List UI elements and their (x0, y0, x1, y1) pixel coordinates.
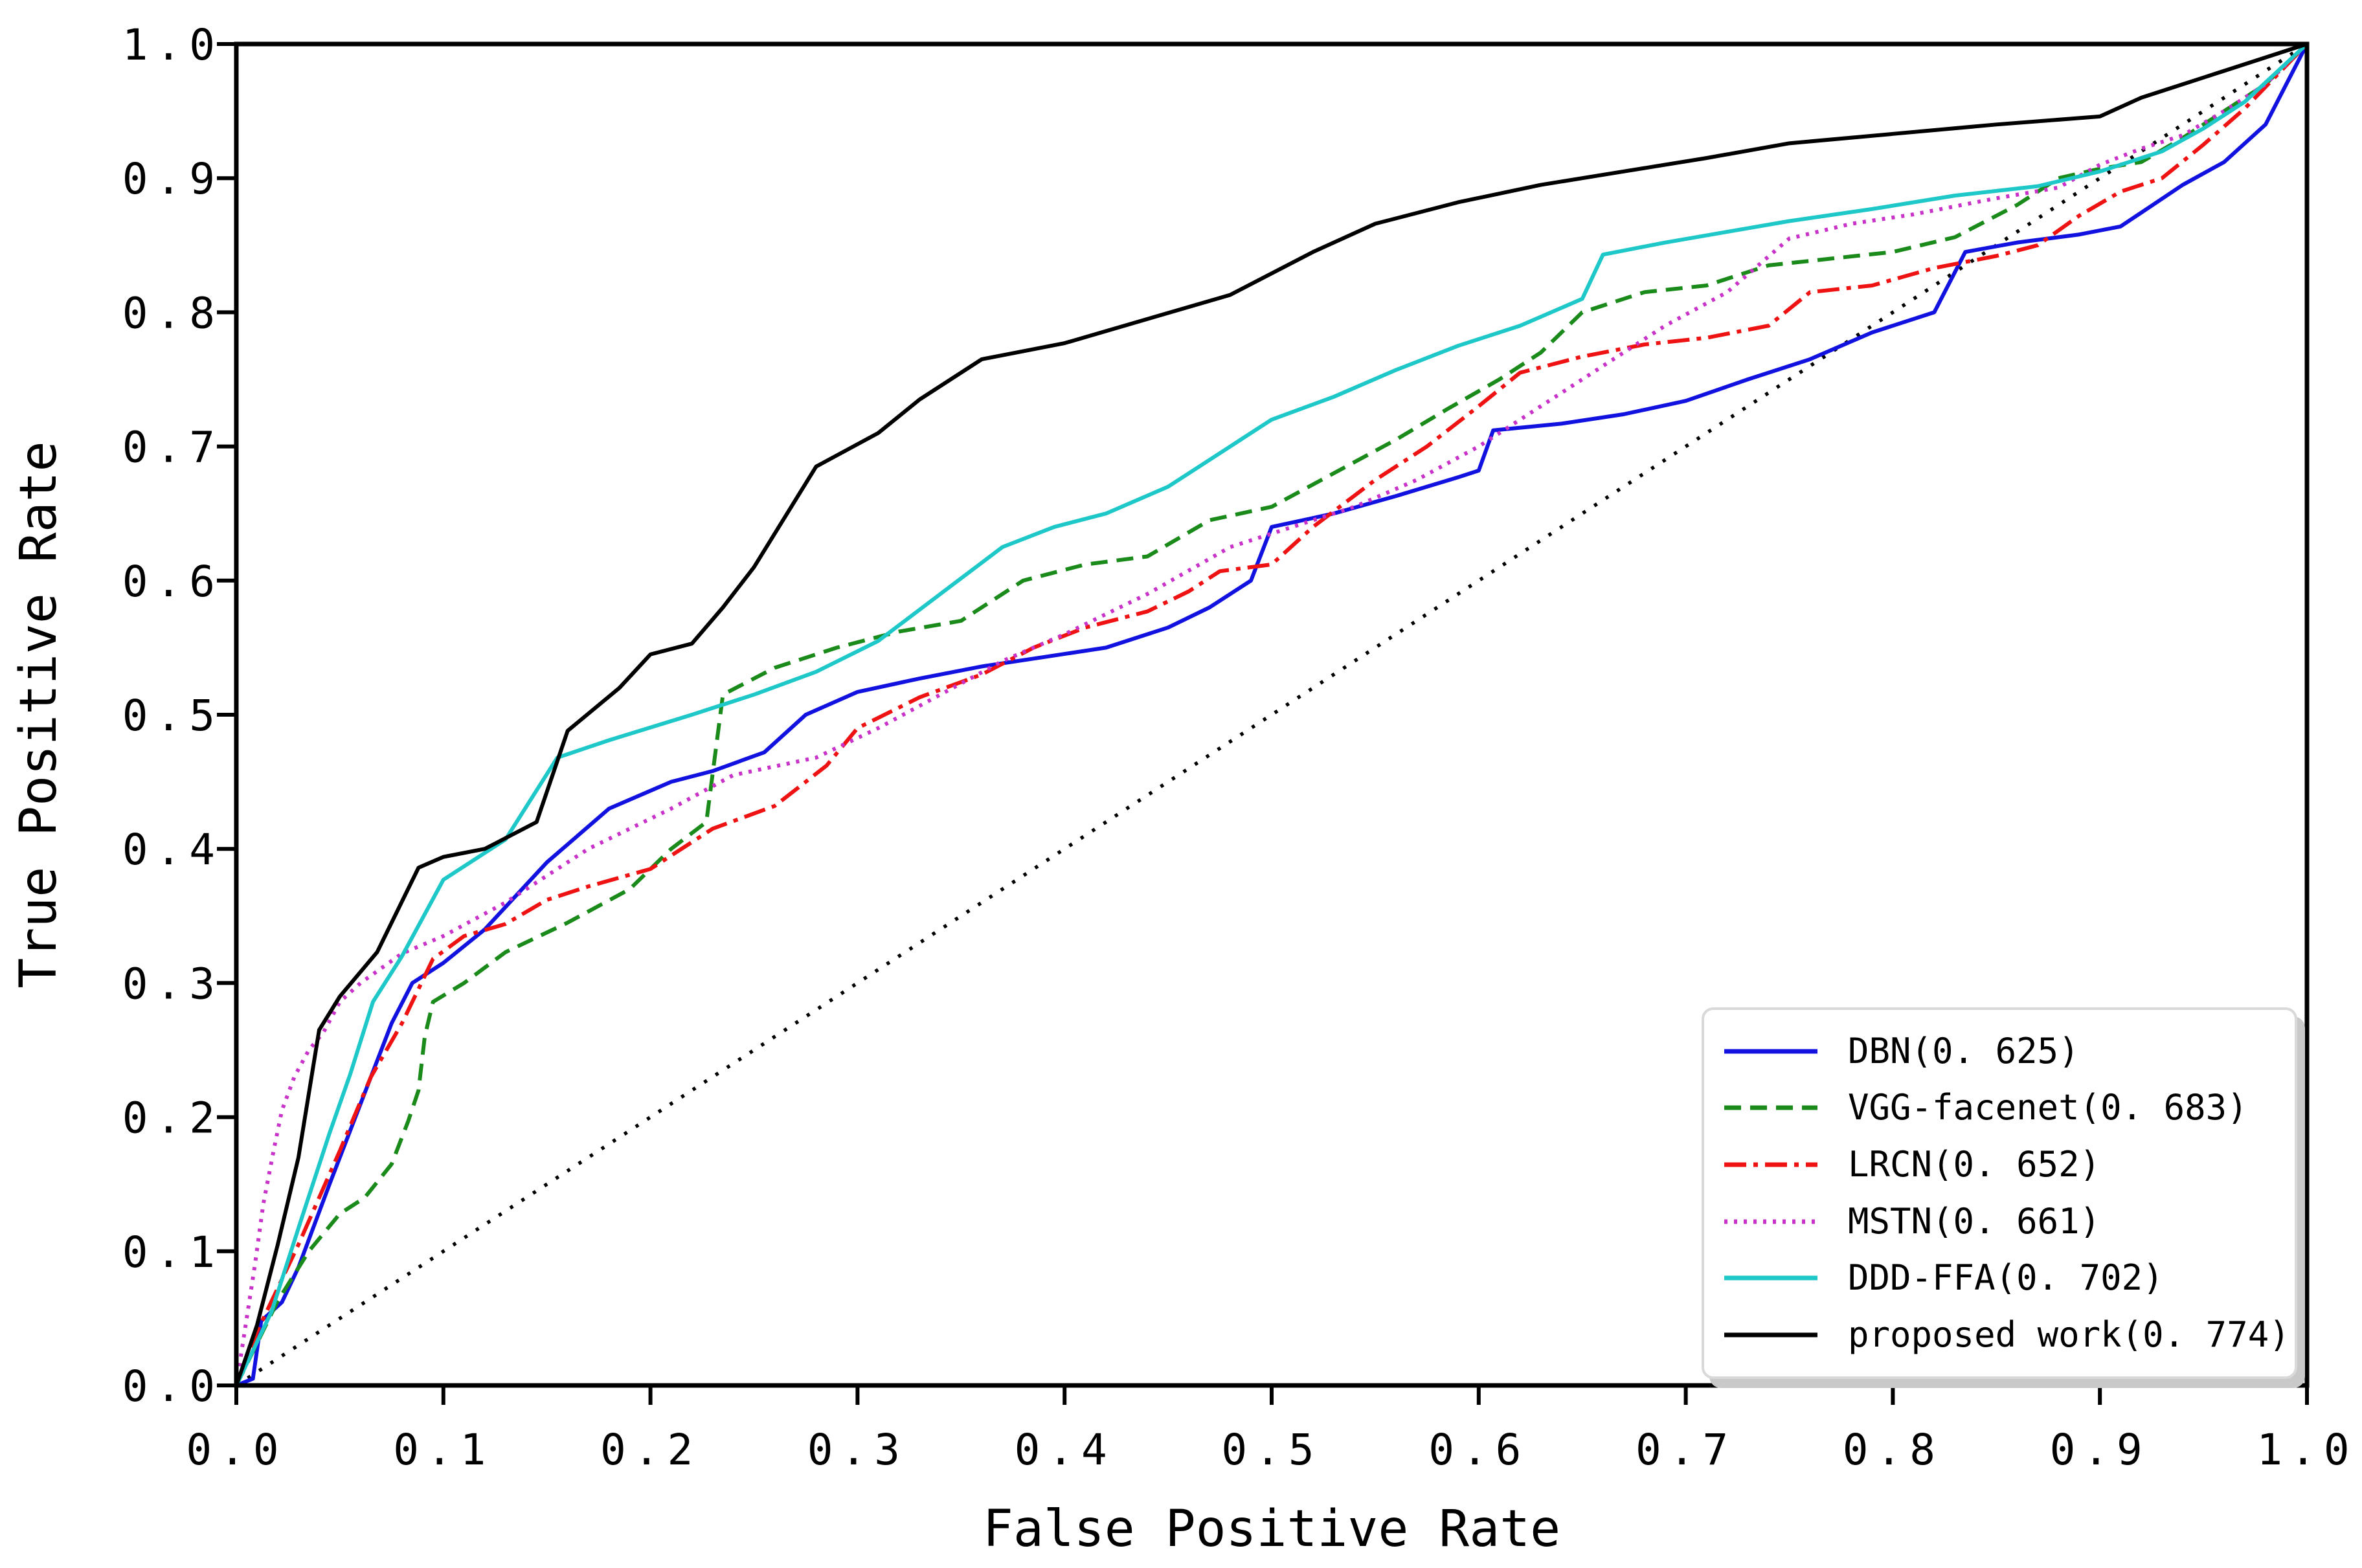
series-line-DBN (235, 43, 2309, 1387)
y-tick-label: 0.8 (122, 288, 223, 338)
y-axis-label: True Positive Rate (10, 441, 68, 988)
legend-line-swatch (1724, 1332, 1817, 1338)
chance-diagonal-line (235, 42, 2308, 1387)
legend-item-VGG-facenet: VGG-facenet(0. 683) (1722, 1090, 2288, 1125)
legend-item-label: VGG-facenet(0. 683) (1848, 1087, 2248, 1128)
legend-item-DBN: DBN(0. 625) (1722, 1030, 2288, 1071)
legend-item-label: proposed work(0. 774) (1848, 1314, 2290, 1356)
x-tick-label: 0.9 (2050, 1425, 2150, 1475)
x-tick-label: 0.8 (1843, 1425, 1943, 1475)
legend: DBN(0. 625) VGG-facenet(0. 683) LRCN(0. … (1702, 1007, 2297, 1379)
legend-item-DDD-FFA: DDD-FFA(0. 702) (1722, 1260, 2288, 1295)
x-tick-label: 0.1 (393, 1425, 493, 1475)
legend-item-MSTN: MSTN(0. 661) (1722, 1204, 2288, 1239)
legend-item-proposed-work: proposed work(0. 774) (1722, 1314, 2290, 1356)
legend-item-label: MSTN(0. 661) (1848, 1200, 2101, 1242)
x-tick-label: 0.0 (186, 1425, 286, 1475)
x-tick-label: 0.2 (600, 1425, 701, 1475)
y-tick-label: 0.0 (122, 1361, 223, 1411)
legend-line-swatch (1724, 1105, 1817, 1110)
x-tick-label: 0.4 (1015, 1425, 1115, 1475)
legend-item-label: DDD-FFA(0. 702) (1848, 1257, 2164, 1299)
legend-line-swatch (1724, 1049, 1817, 1054)
x-tick-label: 1.0 (2256, 1425, 2357, 1475)
y-tick-label: 0.1 (122, 1227, 223, 1277)
y-tick-label: 0.4 (122, 825, 223, 875)
series-line-LRCN (234, 42, 2309, 1387)
legend-line-swatch (1724, 1219, 1817, 1224)
legend-line-swatch (1724, 1275, 1817, 1281)
series-line-DDD-FFA (234, 42, 2309, 1387)
x-tick-label: 0.7 (1636, 1425, 1736, 1475)
x-tick-label: 0.6 (1428, 1425, 1529, 1475)
y-tick-label: 0.2 (122, 1093, 223, 1143)
y-tick-label: 0.9 (122, 154, 223, 204)
legend-item-label: LRCN(0. 652) (1848, 1144, 2101, 1185)
y-tick-label: 0.6 (122, 557, 223, 607)
series-line-proposed-work (234, 42, 2308, 1386)
x-tick-label: 0.3 (807, 1425, 908, 1475)
y-tick-label: 0.5 (122, 691, 223, 741)
legend-line-swatch (1724, 1162, 1817, 1167)
legend-item-label: DBN(0. 625) (1848, 1030, 2080, 1071)
y-tick-label: 0.3 (122, 959, 223, 1009)
x-tick-label: 0.5 (1221, 1425, 1322, 1475)
legend-item-LRCN: LRCN(0. 652) (1722, 1147, 2288, 1182)
x-axis-label: False Positive Rate (983, 1500, 1560, 1558)
y-tick-label: 0.7 (122, 423, 223, 473)
y-tick-label: 1.0 (122, 20, 223, 70)
